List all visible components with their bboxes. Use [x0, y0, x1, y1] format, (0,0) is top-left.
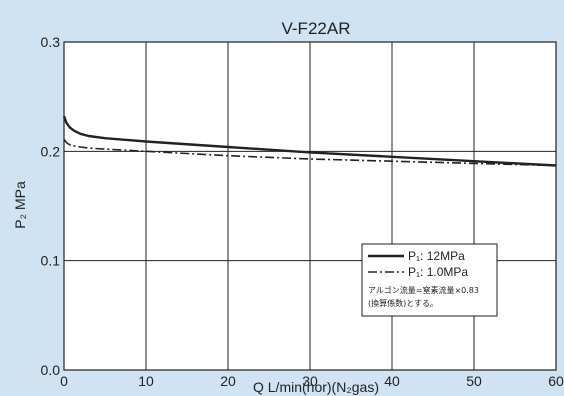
- y-axis-label: P₂ MPa: [12, 181, 28, 229]
- series-line-p1-1mpa: [63, 138, 557, 167]
- tick-labels: 0 10 20 30 40 50 60 0.0 0.1 0.2 0.3: [41, 34, 564, 389]
- legend: P₁: 12MPa P₁: 1.0MPa アルゴン流量=窒素流量×0.83 (換…: [361, 243, 498, 317]
- y-tick-label: 0.1: [41, 253, 61, 269]
- series-line-p1-12mpa: [62, 115, 557, 167]
- y-tick-label: 0.2: [41, 143, 61, 159]
- legend-note-line-1: アルゴン流量=窒素流量×0.83: [368, 285, 479, 295]
- x-tick-label: 0: [60, 373, 68, 389]
- legend-note-line-2: (換算係数)とする。: [368, 298, 438, 308]
- legend-label-1mpa: P₁: 1.0MPa: [408, 265, 468, 279]
- y-tick-label: 0.3: [41, 34, 61, 50]
- legend-label-12mpa: P₁: 12MPa: [408, 249, 465, 263]
- x-tick-label: 30: [302, 373, 318, 389]
- x-tick-label: 10: [138, 373, 154, 389]
- x-tick-label: 40: [384, 373, 400, 389]
- chart-title: V-F22AR: [282, 19, 351, 38]
- x-tick-label: 50: [466, 373, 482, 389]
- x-tick-label: 20: [220, 373, 236, 389]
- y-tick-label: 0.0: [41, 362, 61, 378]
- series-layer: [62, 115, 557, 167]
- x-tick-label: 60: [548, 373, 564, 389]
- x-axis-label: Q L/min(nor)(N₂gas): [253, 379, 379, 395]
